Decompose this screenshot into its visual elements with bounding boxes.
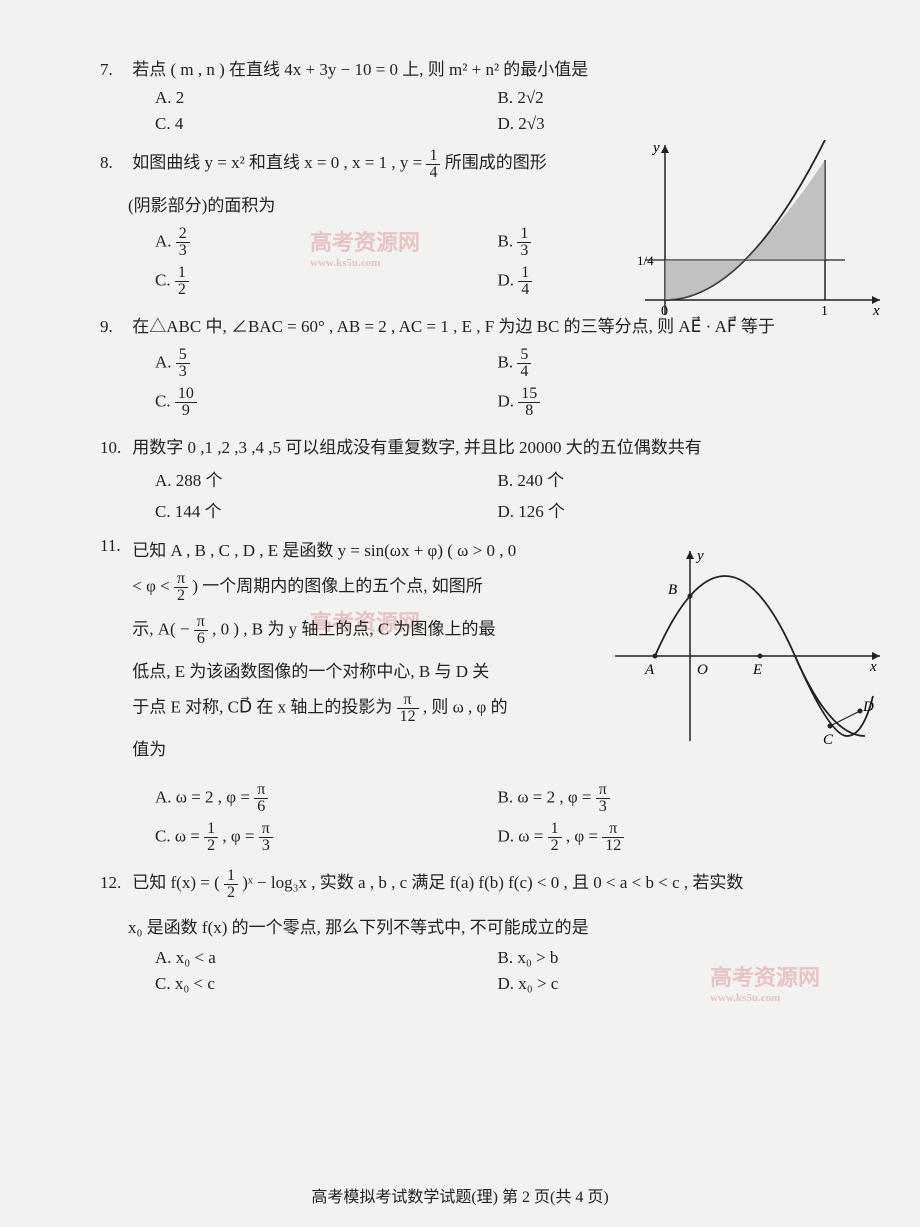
- option-b: B. 240 个: [498, 466, 841, 491]
- question-11: 11. 已知 A , B , C , D , E 是函数 y = sin(ωx …: [100, 536, 840, 854]
- question-text-2: x₀ 是函数 f(x) 的一个零点, 那么下列不等式中, 不可能成立的是: [128, 913, 840, 938]
- question-number: 10.: [100, 438, 128, 458]
- q11-line2: < φ < π2 ) 一个周期内的图像上的五个点, 如图所: [132, 571, 592, 604]
- question-8: 8. 如图曲线 y = x² 和直线 x = 0 , x = 1 , y = 1…: [100, 148, 840, 298]
- option-c: C. x₀ < c: [155, 974, 498, 994]
- svg-text:B: B: [668, 582, 677, 598]
- svg-text:1/4: 1/4: [637, 253, 654, 268]
- svg-text:C: C: [823, 732, 834, 746]
- option-d: D. 158: [498, 386, 841, 419]
- svg-text:E: E: [752, 662, 762, 678]
- option-d: D. ω = 12 , φ = π12: [498, 821, 841, 854]
- question-text: 在△ABC 中, ∠BAC = 60° , AB = 2 , AC = 1 , …: [132, 317, 775, 336]
- question-text: 用数字 0 ,1 ,2 ,3 ,4 ,5 可以组成没有重复数字, 并且比 200…: [132, 438, 702, 457]
- option-a: A. 23: [155, 226, 498, 259]
- svg-text:x: x: [869, 659, 877, 675]
- option-b: B. 2√2: [498, 88, 841, 108]
- option-a: A. 288 个: [155, 466, 498, 491]
- question-text: 已知 f(x) = ( 12 )ˣ − log₃x , 实数 a , b , c…: [132, 873, 743, 892]
- option-d: D. 126 个: [498, 497, 841, 522]
- option-a: A. 2: [155, 88, 498, 108]
- option-a: A. ω = 2 , φ = π6: [155, 782, 498, 815]
- question-number: 7.: [100, 60, 128, 80]
- option-b: B. ω = 2 , φ = π3: [498, 782, 841, 815]
- option-c: C. 4: [155, 114, 498, 134]
- page-footer: 高考模拟考试数学试题(理) 第 2 页(共 4 页): [0, 1183, 920, 1207]
- question-number: 8.: [100, 153, 128, 173]
- svg-text:y: y: [695, 548, 704, 564]
- option-d: D. x₀ > c: [498, 974, 841, 994]
- q11-line3: 示, A( − π6 , 0 ) , B 为 y 轴上的点, C 为图像上的最: [132, 614, 592, 647]
- question-text: 如图曲线 y = x² 和直线 x = 0 , x = 1 , y = 14 所…: [132, 153, 546, 172]
- question-7: 7. 若点 ( m , n ) 在直线 4x + 3y − 10 = 0 上, …: [100, 55, 840, 134]
- option-c: C. 12: [155, 265, 498, 298]
- option-a: A. 53: [155, 347, 498, 380]
- q11-line1: 已知 A , B , C , D , E 是函数 y = sin(ωx + φ)…: [132, 536, 592, 561]
- q11-figure: A B O E C D y x: [605, 546, 885, 746]
- question-number: 12.: [100, 873, 128, 893]
- q11-line6: 值为: [132, 735, 592, 760]
- option-a: A. x₀ < a: [155, 948, 498, 968]
- option-d: D. 2√3: [498, 114, 841, 134]
- question-10: 10. 用数字 0 ,1 ,2 ,3 ,4 ,5 可以组成没有重复数字, 并且比…: [100, 433, 840, 522]
- question-number: 9.: [100, 317, 128, 337]
- svg-text:y: y: [651, 140, 660, 156]
- question-9: 9. 在△ABC 中, ∠BAC = 60° , AB = 2 , AC = 1…: [100, 312, 840, 419]
- svg-text:D: D: [862, 699, 874, 715]
- q11-line4: 低点, E 为该函数图像的一个对称中心, B 与 D 关: [132, 657, 592, 682]
- q11-line5: 于点 E 对称, CD⃗ 在 x 轴上的投影为 π12 , 则 ω , φ 的: [132, 692, 592, 725]
- question-12: 12. 已知 f(x) = ( 12 )ˣ − log₃x , 实数 a , b…: [100, 868, 840, 994]
- q8-figure: y x 1/4 0 1: [625, 140, 885, 325]
- option-b: B. x₀ > b: [498, 948, 841, 968]
- option-c: C. 144 个: [155, 497, 498, 522]
- question-text: 若点 ( m , n ) 在直线 4x + 3y − 10 = 0 上, 则 m…: [132, 60, 588, 79]
- svg-text:O: O: [697, 662, 708, 678]
- option-c: C. 109: [155, 386, 498, 419]
- svg-text:A: A: [644, 662, 655, 678]
- question-number: 11.: [100, 536, 128, 556]
- option-c: C. ω = 12 , φ = π3: [155, 821, 498, 854]
- option-b: B. 54: [498, 347, 841, 380]
- svg-text:x: x: [872, 303, 880, 319]
